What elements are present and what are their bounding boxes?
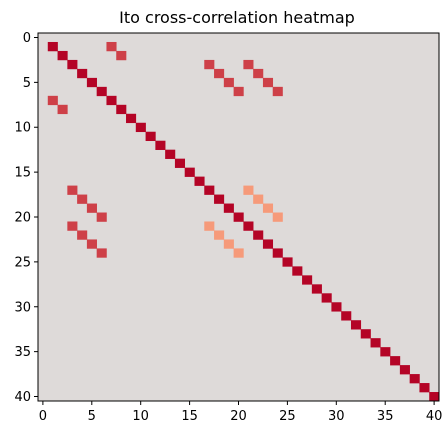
heatmap-cell	[272, 212, 283, 222]
y-tick-label: 40	[14, 390, 31, 405]
heatmap-cell	[126, 113, 137, 124]
x-tick-label: 30	[328, 409, 345, 424]
heatmap-cell	[155, 140, 166, 150]
x-tick-label: 10	[132, 409, 149, 424]
heatmap-cell	[77, 68, 88, 79]
x-axis-ticks: 0 5 10 15 20 25 30 35 40	[39, 401, 443, 424]
heatmap-cell	[106, 95, 117, 106]
heatmap-cell	[321, 293, 332, 303]
heatmap-cell	[96, 86, 107, 97]
heatmap-cell	[116, 50, 127, 61]
heatmap-cell	[223, 77, 234, 88]
heatmap-cell	[214, 230, 225, 240]
heatmap-cell	[253, 194, 264, 204]
heatmap-cell	[350, 320, 362, 330]
heatmap-cell	[77, 194, 88, 204]
heatmap-cell	[86, 77, 97, 88]
heatmap-cell	[165, 149, 176, 159]
heatmap-cell	[262, 203, 274, 213]
heatmap-cell	[409, 374, 420, 384]
heatmap-cell	[57, 50, 68, 61]
heatmap-cell	[204, 59, 215, 70]
heatmap-cell	[204, 185, 215, 195]
heatmap-cell	[380, 347, 391, 357]
heatmap-cell	[360, 329, 371, 339]
heatmap-cell	[429, 392, 440, 402]
y-tick-label: 15	[14, 166, 31, 181]
heatmap-cell	[311, 284, 322, 294]
heatmap-cell	[262, 77, 274, 88]
x-tick-label: 15	[181, 409, 198, 424]
heatmap-cell	[96, 212, 107, 222]
x-tick-label: 5	[88, 409, 96, 424]
heatmap-cell	[292, 266, 303, 276]
heatmap-cell	[272, 86, 283, 97]
y-tick-label: 10	[14, 121, 31, 136]
heatmap-cell	[419, 383, 430, 393]
heatmap-cells	[38, 33, 440, 402]
heatmap-cell	[331, 302, 342, 312]
y-tick-label: 0	[23, 31, 31, 46]
heatmap-cell	[302, 275, 313, 285]
heatmap-cell	[47, 41, 58, 52]
heatmap-cell	[272, 248, 283, 258]
heatmap-cell	[282, 257, 293, 267]
y-axis-ticks: 0 5 10 15 20 25 30 35 40	[14, 31, 38, 405]
heatmap-cell	[47, 95, 58, 106]
heatmap-cell	[86, 239, 97, 249]
heatmap-cell	[399, 365, 410, 375]
heatmap-cell	[106, 41, 117, 52]
heatmap-cell	[253, 68, 264, 79]
heatmap-cell	[214, 194, 225, 204]
heatmap-cell	[184, 167, 195, 177]
heatmap-cell	[223, 203, 234, 213]
heatmap-cell	[223, 239, 234, 249]
heatmap-cell	[341, 311, 352, 321]
heatmap-cell	[67, 221, 78, 231]
y-tick-label: 5	[23, 76, 31, 91]
x-tick-label: 40	[426, 409, 443, 424]
y-tick-label: 20	[14, 211, 31, 226]
heatmap-cell	[116, 104, 127, 115]
y-tick-label: 30	[14, 300, 31, 315]
heatmap-cell	[214, 68, 225, 79]
heatmap-cell	[390, 356, 401, 366]
heatmap-cell	[77, 230, 88, 240]
heatmap-cell	[194, 176, 205, 186]
heatmap-cell	[135, 122, 146, 133]
chart-title: Ito cross-correlation heatmap	[119, 8, 355, 27]
heatmap-cell	[233, 86, 244, 97]
heatmap-cell	[204, 221, 215, 231]
y-tick-label: 25	[14, 255, 31, 270]
heatmap-cell	[57, 104, 68, 115]
x-tick-label: 20	[230, 409, 247, 424]
heatmap-cell	[233, 212, 244, 222]
heatmap-cell	[233, 248, 244, 258]
heatmap-cell	[67, 59, 78, 70]
heatmap-cell	[243, 185, 254, 195]
heatmap-cell	[243, 221, 254, 231]
heatmap-cell	[86, 203, 97, 213]
y-tick-label: 35	[14, 345, 31, 360]
heatmap-cell	[253, 230, 264, 240]
x-tick-label: 0	[39, 409, 47, 424]
heatmap-cell	[145, 131, 156, 142]
x-tick-label: 25	[279, 409, 296, 424]
x-tick-label: 35	[377, 409, 394, 424]
heatmap-cell	[243, 59, 254, 70]
heatmap-cell	[96, 248, 107, 258]
heatmap-cell	[67, 185, 78, 195]
heatmap-cell	[262, 239, 274, 249]
heatmap-cell	[370, 338, 381, 348]
heatmap-cell	[174, 158, 186, 168]
